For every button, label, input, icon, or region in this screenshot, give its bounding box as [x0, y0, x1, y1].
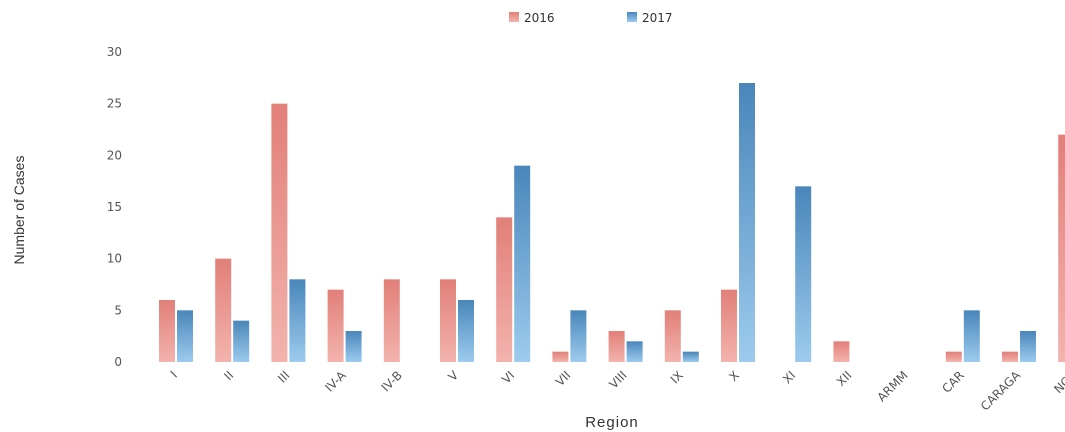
bar-2017-VIII [626, 341, 643, 362]
x-tick-label: IV-B [379, 368, 405, 394]
bar-2016-III [271, 103, 288, 363]
legend-label-2016: 2016 [524, 11, 555, 25]
y-tick-label: 10 [107, 252, 122, 266]
x-tick-label: II [221, 368, 236, 383]
bar-2016-NCR [1058, 134, 1065, 362]
legend-label-2017: 2017 [642, 11, 673, 25]
bar-2017-CARAGA [1020, 331, 1036, 362]
y-tick-label: 0 [114, 355, 122, 369]
y-tick-label: 20 [107, 148, 122, 162]
bar-2016-IV-B [383, 279, 400, 362]
legend: 2016 2017 [509, 11, 673, 25]
bar-2016-I [159, 300, 175, 362]
bar-2016-IX [664, 310, 681, 362]
bars [159, 83, 1065, 363]
bar-2016-IV-A [327, 289, 344, 362]
y-tick-label: 5 [114, 303, 122, 317]
bar-2017-II [233, 320, 250, 362]
bar-2017-IV-A [345, 331, 362, 362]
y-tick-label: 30 [107, 45, 122, 59]
legend-swatch-2017 [627, 12, 637, 22]
bar-2017-IX [682, 351, 699, 362]
bar-2016-VIII [608, 331, 625, 362]
x-tick-label: IV-A [322, 368, 349, 395]
bar-2016-II [215, 258, 232, 362]
bar-2016-VI [496, 217, 513, 362]
x-axis-title: Region [585, 414, 639, 431]
bar-2017-XI [795, 186, 812, 362]
y-tick-label: 25 [107, 97, 122, 111]
x-tick-label: IX [668, 368, 686, 386]
bar-2016-VII [552, 351, 569, 362]
x-tick-label: V [445, 368, 461, 384]
x-tick-label: ARMM [874, 368, 910, 404]
bar-2017-V [458, 300, 474, 362]
bar-2017-I [177, 310, 193, 362]
x-axis-ticks: I II III IV-A IV-B V VI VII VIII IX X XI XII ARMM CAR C… [168, 368, 1065, 414]
y-axis-title: Number of Cases [11, 156, 27, 265]
x-tick-label: XII [834, 368, 855, 389]
x-tick-label: I [168, 368, 180, 380]
x-tick-label: VII [553, 368, 574, 389]
x-tick-label: XI [780, 368, 798, 386]
bar-2016-CARAGA [1002, 351, 1018, 362]
x-tick-label: CARAGA [978, 368, 1024, 414]
y-tick-label: 15 [107, 200, 122, 214]
bar-2017-CAR [963, 310, 980, 362]
legend-swatch-2016 [509, 12, 519, 22]
x-tick-label: VI [499, 368, 517, 386]
bar-2016-XII [833, 341, 850, 362]
bar-2017-X [739, 83, 755, 362]
bar-2016-CAR [945, 351, 962, 362]
bar-2016-V [440, 279, 456, 362]
x-tick-label: III [275, 368, 292, 385]
x-tick-label: NCR [1051, 368, 1065, 396]
bar-2017-VII [570, 310, 587, 362]
bar-2017-III [289, 279, 306, 362]
bar-2017-VI [514, 165, 531, 362]
x-tick-label: X [726, 368, 742, 384]
x-tick-label: VIII [607, 368, 630, 391]
y-axis-ticks: 0 5 10 15 20 25 30 [107, 45, 122, 369]
x-tick-label: CAR [939, 368, 967, 396]
bar-2016-X [721, 289, 737, 362]
